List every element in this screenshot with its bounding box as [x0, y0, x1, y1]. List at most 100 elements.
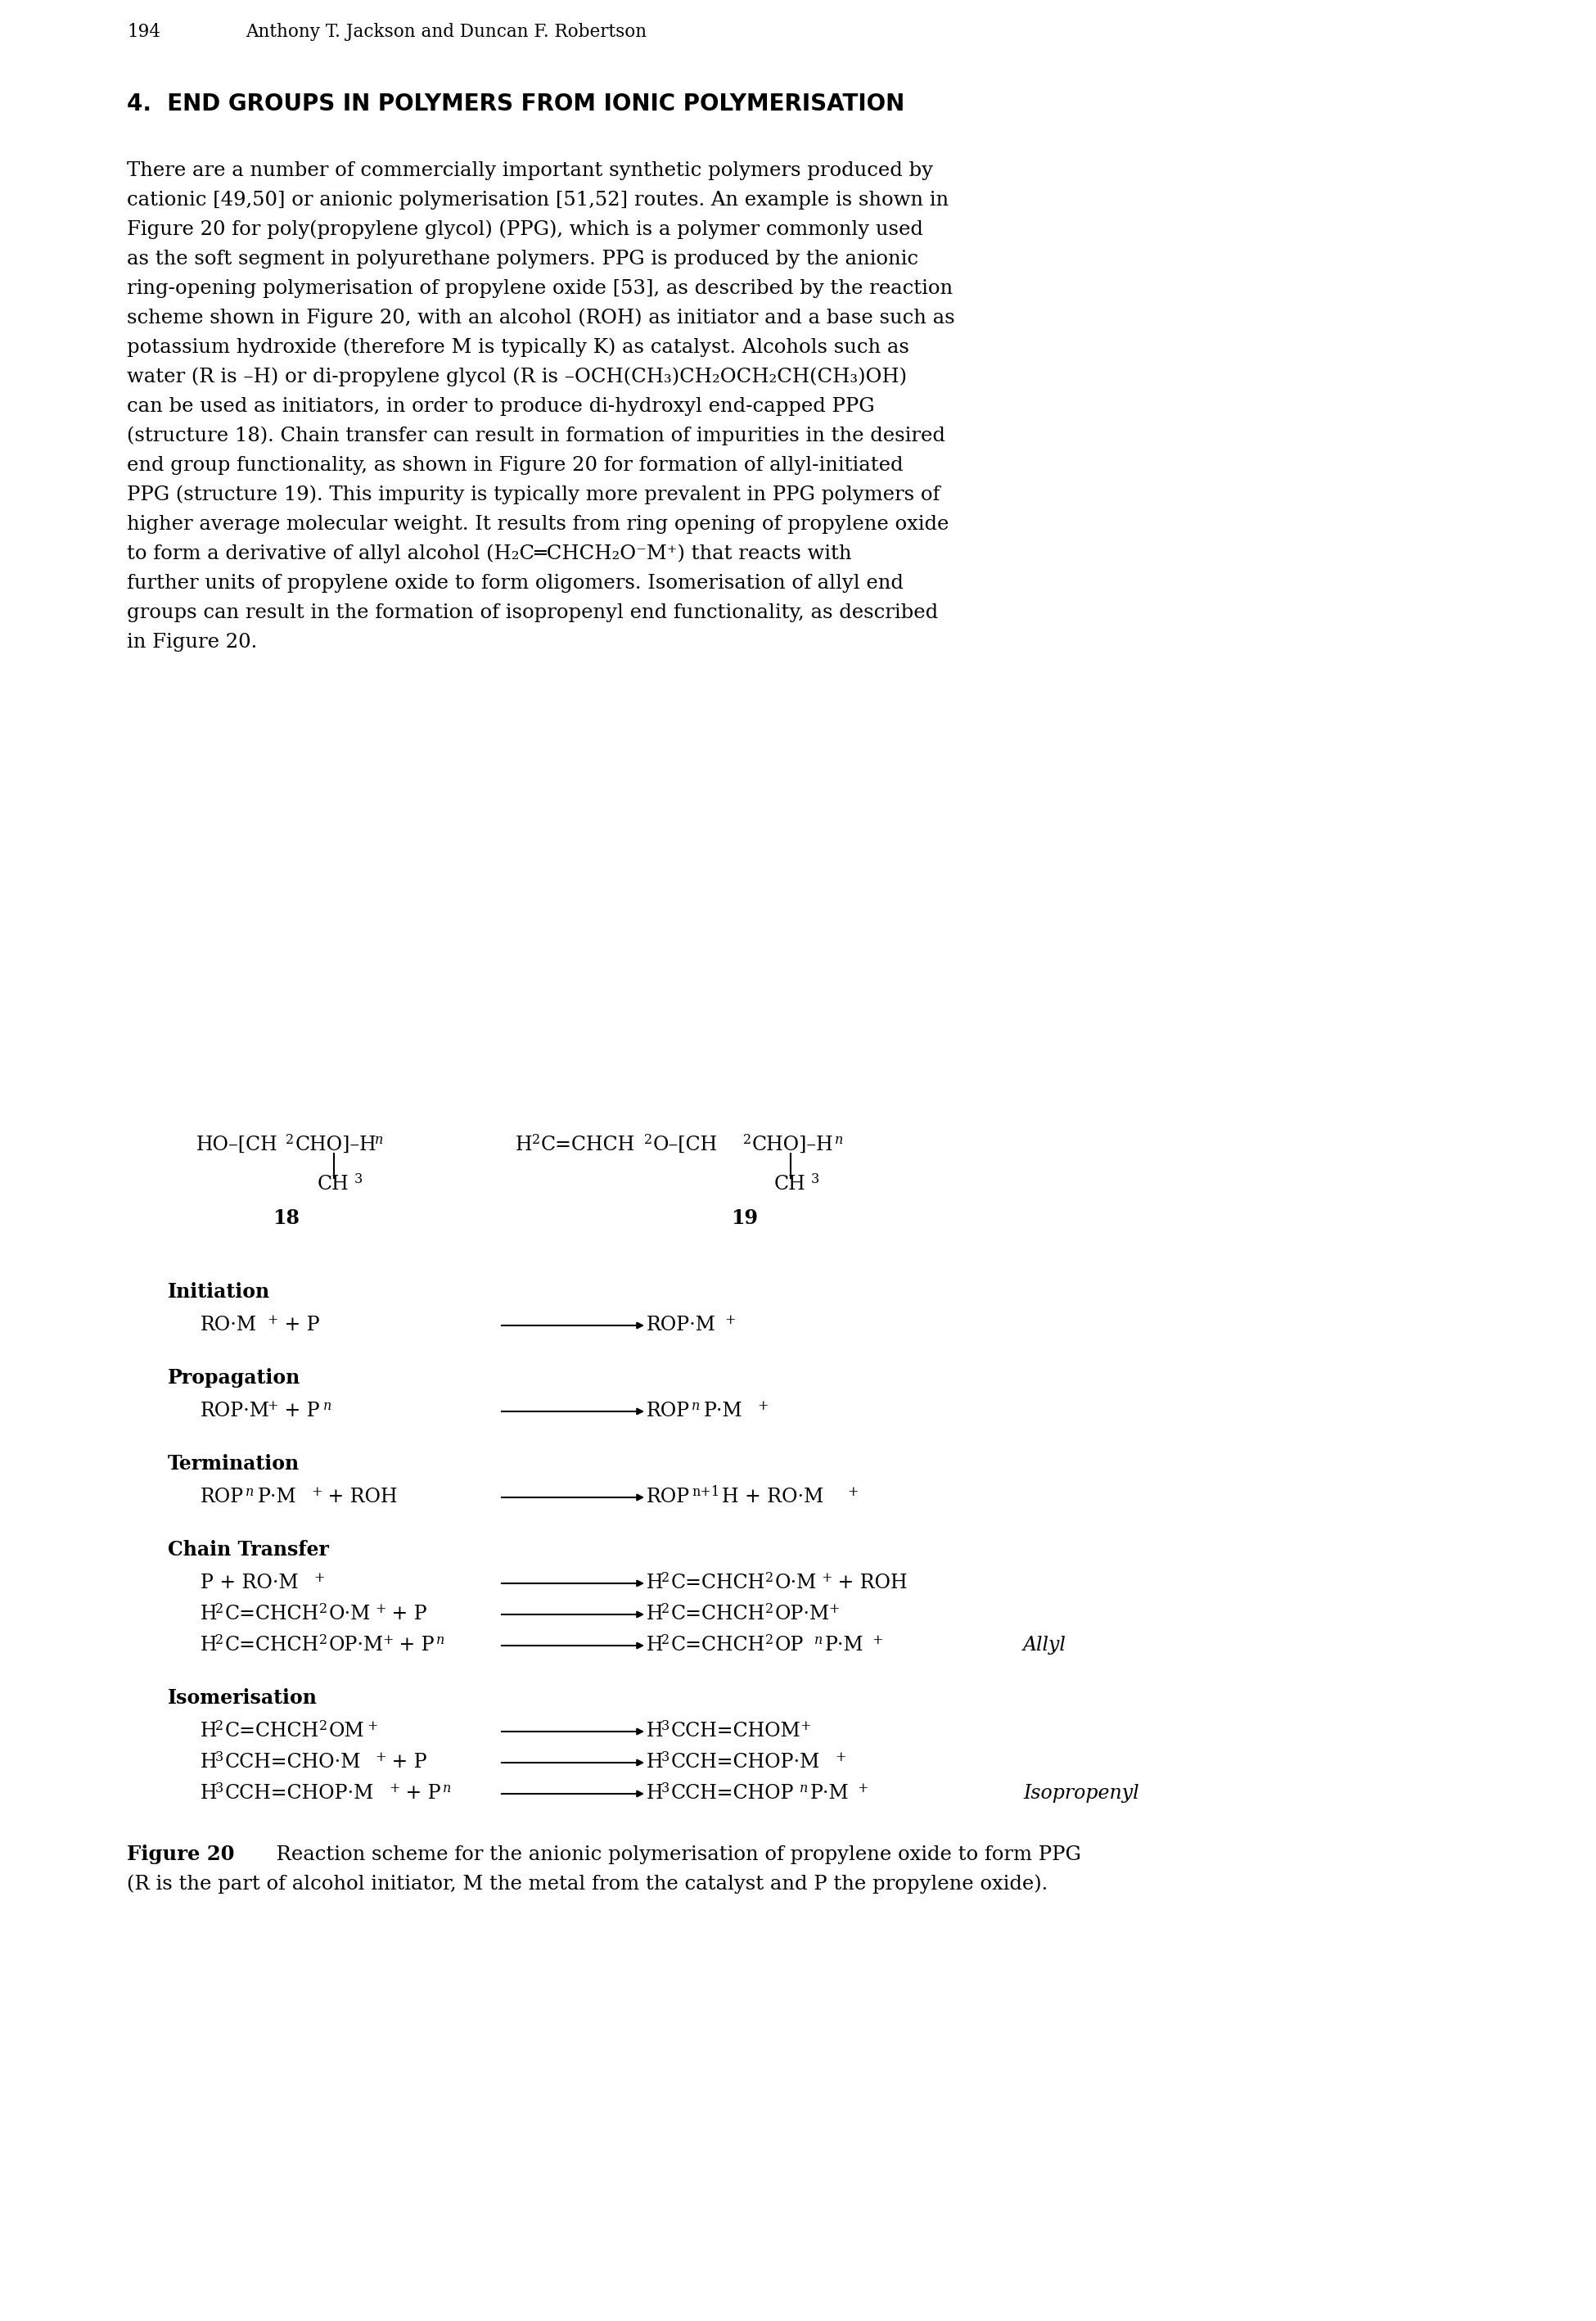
Text: n: n	[375, 1133, 383, 1147]
Text: +: +	[828, 1601, 839, 1615]
Text: P·M: P·M	[259, 1488, 297, 1506]
Text: H: H	[201, 1636, 217, 1655]
Text: 2: 2	[286, 1133, 294, 1147]
Text: 2: 2	[661, 1601, 670, 1615]
Text: ROP·M: ROP·M	[201, 1402, 270, 1420]
Text: C=CHCH: C=CHCH	[225, 1604, 319, 1622]
Text: CH: CH	[774, 1174, 806, 1193]
Text: +: +	[757, 1400, 768, 1413]
Text: +: +	[313, 1571, 324, 1585]
Text: +: +	[820, 1571, 832, 1585]
Text: +: +	[871, 1634, 883, 1648]
Text: P·M: P·M	[825, 1636, 863, 1655]
Text: CCH=CHOP·M: CCH=CHOP·M	[225, 1785, 375, 1803]
Text: 2: 2	[764, 1571, 774, 1585]
Text: 2: 2	[215, 1720, 223, 1734]
Text: O·M: O·M	[776, 1574, 817, 1592]
Text: in Figure 20.: in Figure 20.	[126, 634, 257, 652]
Text: +: +	[381, 1634, 393, 1648]
Text: further units of propylene oxide to form oligomers. Isomerisation of allyl end: further units of propylene oxide to form…	[126, 573, 903, 592]
Text: H: H	[646, 1574, 664, 1592]
Text: as the soft segment in polyurethane polymers. PPG is produced by the anionic: as the soft segment in polyurethane poly…	[126, 251, 918, 269]
Text: 3: 3	[661, 1783, 670, 1796]
Text: H: H	[646, 1785, 664, 1803]
Text: n+1: n+1	[691, 1485, 720, 1499]
Text: H: H	[516, 1135, 533, 1154]
Text: CCH=CHO·M: CCH=CHO·M	[225, 1752, 361, 1771]
Text: C=CHCH: C=CHCH	[225, 1722, 319, 1741]
Text: +: +	[725, 1314, 736, 1328]
Text: O·M: O·M	[329, 1604, 370, 1622]
Text: +: +	[375, 1750, 386, 1764]
Text: ROP·M: ROP·M	[646, 1316, 717, 1335]
Text: 19: 19	[731, 1209, 758, 1228]
Text: Propagation: Propagation	[168, 1367, 300, 1388]
Text: +: +	[835, 1750, 846, 1764]
Text: H + RO·M: H + RO·M	[721, 1488, 824, 1506]
Text: 3: 3	[661, 1720, 670, 1734]
Text: +: +	[367, 1720, 378, 1734]
Text: 3: 3	[354, 1172, 362, 1186]
Text: 18: 18	[273, 1209, 300, 1228]
Text: CCH=CHOM: CCH=CHOM	[672, 1722, 801, 1741]
Text: C=CHCH: C=CHCH	[672, 1604, 766, 1622]
Text: +: +	[267, 1314, 278, 1328]
Text: 3: 3	[661, 1750, 670, 1764]
Text: C=CHCH: C=CHCH	[672, 1636, 766, 1655]
Text: + P: + P	[278, 1316, 319, 1335]
Text: HO–[CH: HO–[CH	[196, 1135, 278, 1154]
Text: 4.  END GROUPS IN POLYMERS FROM IONIC POLYMERISATION: 4. END GROUPS IN POLYMERS FROM IONIC POL…	[126, 93, 905, 116]
Text: end group functionality, as shown in Figure 20 for formation of allyl-initiated: end group functionality, as shown in Fig…	[126, 455, 903, 476]
Text: n: n	[442, 1783, 452, 1796]
Text: +: +	[267, 1400, 278, 1413]
Text: + P: + P	[393, 1636, 434, 1655]
Text: higher average molecular weight. It results from ring opening of propylene oxide: higher average molecular weight. It resu…	[126, 515, 950, 534]
Text: + ROH: + ROH	[832, 1574, 907, 1592]
Text: n: n	[436, 1634, 445, 1648]
Text: 3: 3	[215, 1750, 223, 1764]
Text: ROP: ROP	[646, 1402, 689, 1420]
Text: There are a number of commercially important synthetic polymers produced by: There are a number of commercially impor…	[126, 160, 934, 181]
Text: H: H	[646, 1604, 664, 1622]
Text: 2: 2	[319, 1634, 327, 1648]
Text: + ROH: + ROH	[322, 1488, 397, 1506]
Text: n: n	[814, 1634, 824, 1648]
Text: Chain Transfer: Chain Transfer	[168, 1539, 329, 1560]
Text: n: n	[800, 1783, 808, 1796]
Text: can be used as initiators, in order to produce di-hydroxyl end-capped PPG: can be used as initiators, in order to p…	[126, 397, 875, 415]
Text: P·M: P·M	[704, 1402, 744, 1420]
Text: scheme shown in Figure 20, with an alcohol (ROH) as initiator and a base such as: scheme shown in Figure 20, with an alcoh…	[126, 309, 954, 327]
Text: 2: 2	[319, 1601, 327, 1615]
Text: H: H	[646, 1722, 664, 1741]
Text: CCH=CHOP·M: CCH=CHOP·M	[672, 1752, 820, 1771]
Text: Reaction scheme for the anionic polymerisation of propylene oxide to form PPG: Reaction scheme for the anionic polymeri…	[263, 1845, 1080, 1864]
Text: ROP: ROP	[646, 1488, 689, 1506]
Text: Figure 20 for poly(propylene glycol) (PPG), which is a polymer commonly used: Figure 20 for poly(propylene glycol) (PP…	[126, 220, 922, 239]
Text: + P: + P	[399, 1785, 440, 1803]
Text: 2: 2	[764, 1601, 774, 1615]
Text: Isopropenyl: Isopropenyl	[1023, 1785, 1140, 1803]
Text: 2: 2	[215, 1601, 223, 1615]
Text: CHO]–H: CHO]–H	[752, 1135, 833, 1154]
Text: PPG (structure 19). This impurity is typically more prevalent in PPG polymers of: PPG (structure 19). This impurity is typ…	[126, 485, 940, 504]
Text: Figure 20: Figure 20	[126, 1845, 235, 1864]
Text: OP·M: OP·M	[329, 1636, 385, 1655]
Text: (structure 18). Chain transfer can result in formation of impurities in the desi: (structure 18). Chain transfer can resul…	[126, 427, 945, 446]
Text: +: +	[800, 1720, 811, 1734]
Text: O–[CH: O–[CH	[653, 1135, 718, 1154]
Text: +: +	[375, 1601, 386, 1615]
Text: Termination: Termination	[168, 1453, 300, 1474]
Text: 3: 3	[215, 1783, 223, 1796]
Text: 2: 2	[661, 1571, 670, 1585]
Text: P + RO·M: P + RO·M	[201, 1574, 298, 1592]
Text: n: n	[324, 1400, 332, 1413]
Text: C=CHCH: C=CHCH	[225, 1636, 319, 1655]
Text: water (R is –H) or di-propylene glycol (R is –OCH(CH₃)CH₂OCH₂CH(CH₃)OH): water (R is –H) or di-propylene glycol (…	[126, 367, 907, 385]
Text: cationic [49,50] or anionic polymerisation [51,52] routes. An example is shown i: cationic [49,50] or anionic polymerisati…	[126, 190, 948, 209]
Text: Isomerisation: Isomerisation	[168, 1687, 318, 1708]
Text: 194: 194	[126, 23, 161, 42]
Text: + P: + P	[386, 1752, 428, 1771]
Text: 2: 2	[319, 1720, 327, 1734]
Text: potassium hydroxide (therefore M is typically K) as catalyst. Alcohols such as: potassium hydroxide (therefore M is typi…	[126, 337, 910, 357]
Text: C=CHCH: C=CHCH	[541, 1135, 635, 1154]
